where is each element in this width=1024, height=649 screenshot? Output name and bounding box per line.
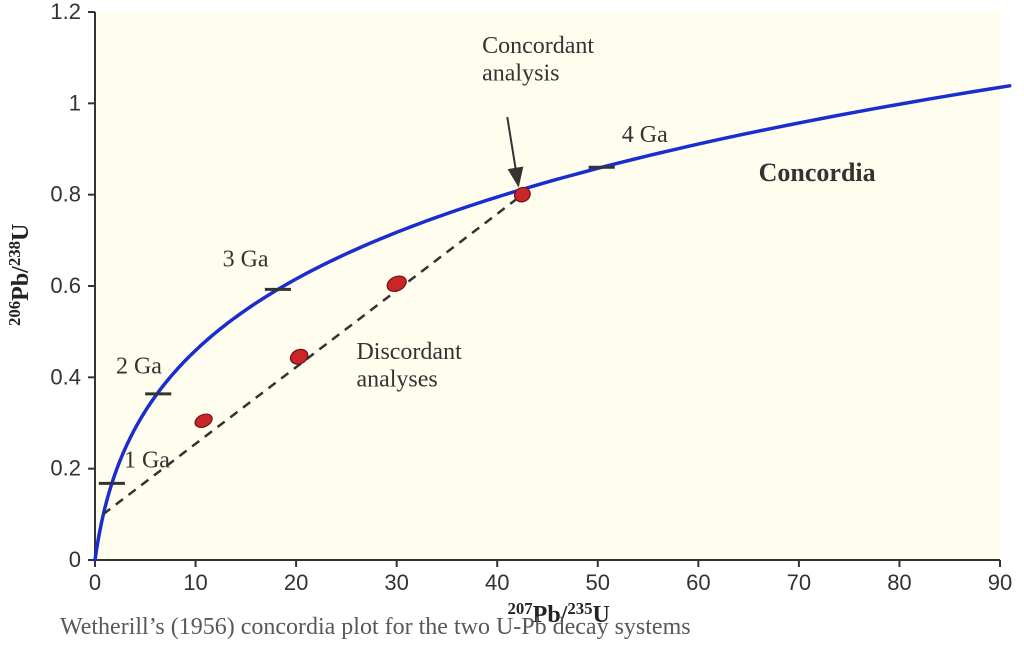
svg-text:90: 90 bbox=[988, 570, 1012, 595]
svg-text:70: 70 bbox=[787, 570, 811, 595]
svg-text:10: 10 bbox=[183, 570, 207, 595]
svg-text:0: 0 bbox=[89, 570, 101, 595]
svg-text:2 Ga: 2 Ga bbox=[116, 353, 162, 379]
svg-text:0: 0 bbox=[69, 547, 81, 572]
svg-text:0.8: 0.8 bbox=[50, 182, 81, 207]
svg-text:0.4: 0.4 bbox=[50, 364, 81, 389]
svg-text:3 Ga: 3 Ga bbox=[223, 247, 269, 273]
svg-text:1.2: 1.2 bbox=[50, 0, 81, 24]
svg-text:0.2: 0.2 bbox=[50, 456, 81, 481]
svg-text:30: 30 bbox=[384, 570, 408, 595]
svg-text:206Pb/238U: 206Pb/238U bbox=[5, 224, 34, 326]
concordia-chart: 010203040506070809000.20.40.60.811.2207P… bbox=[0, 0, 1024, 649]
chart-caption: Wetherill’s (1956) concordia plot for th… bbox=[60, 614, 691, 641]
svg-text:50: 50 bbox=[586, 570, 610, 595]
svg-text:20: 20 bbox=[284, 570, 308, 595]
svg-text:40: 40 bbox=[485, 570, 509, 595]
svg-text:1 Ga: 1 Ga bbox=[124, 447, 170, 473]
svg-text:1: 1 bbox=[69, 90, 81, 115]
svg-text:80: 80 bbox=[887, 570, 911, 595]
svg-text:60: 60 bbox=[686, 570, 710, 595]
svg-text:4 Ga: 4 Ga bbox=[622, 122, 668, 148]
chart-svg: 010203040506070809000.20.40.60.811.2207P… bbox=[0, 0, 1024, 649]
svg-text:0.6: 0.6 bbox=[50, 273, 81, 298]
svg-text:Concordia: Concordia bbox=[759, 158, 876, 187]
